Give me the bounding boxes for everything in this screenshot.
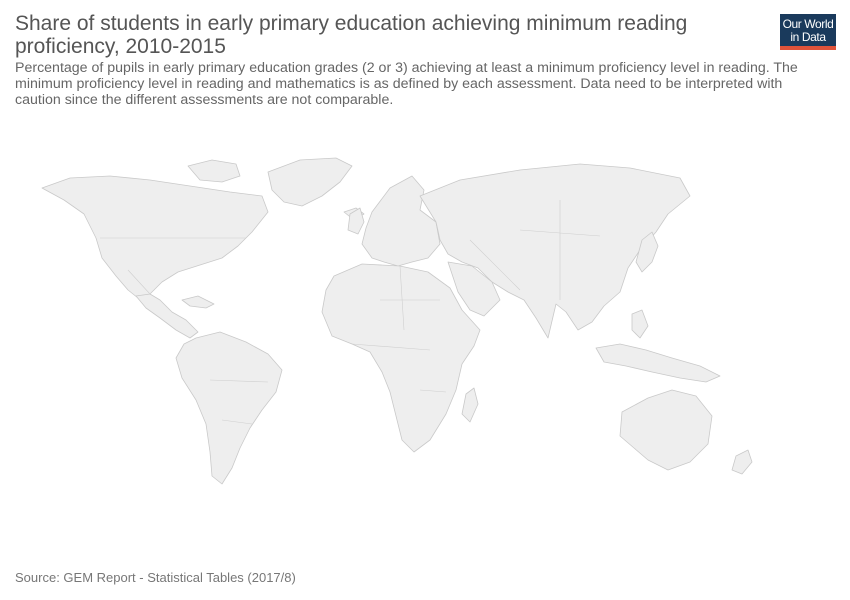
europe[interactable]	[361, 175, 441, 267]
chart-subtitle: Percentage of pupils in early primary ed…	[15, 60, 798, 108]
british-isles[interactable]	[347, 207, 365, 235]
logo-line-1: Our World	[782, 17, 834, 31]
caribbean-islands[interactable]	[181, 295, 215, 309]
central-america[interactable]	[135, 293, 199, 339]
australia[interactable]	[619, 389, 713, 471]
madagascar[interactable]	[461, 387, 479, 423]
world-map[interactable]	[0, 150, 850, 490]
logo-line-2: in Data	[790, 30, 826, 44]
owid-logo[interactable]: Our World in Data	[780, 14, 836, 50]
japan[interactable]	[635, 231, 659, 273]
north-america[interactable]	[41, 175, 269, 299]
africa[interactable]	[321, 263, 481, 453]
arabian-peninsula[interactable]	[447, 261, 501, 317]
source-note: Source: GEM Report - Statistical Tables …	[15, 570, 296, 585]
south-america[interactable]	[175, 331, 283, 485]
country-borders	[100, 200, 601, 425]
greenland[interactable]	[267, 157, 353, 207]
chart-title: Share of students in early primary educa…	[15, 12, 688, 58]
southeast-asia-islands[interactable]	[595, 343, 721, 383]
philippines[interactable]	[631, 309, 649, 339]
arctic-islands[interactable]	[187, 159, 241, 183]
new-zealand[interactable]	[731, 449, 753, 475]
asia[interactable]	[419, 163, 691, 339]
